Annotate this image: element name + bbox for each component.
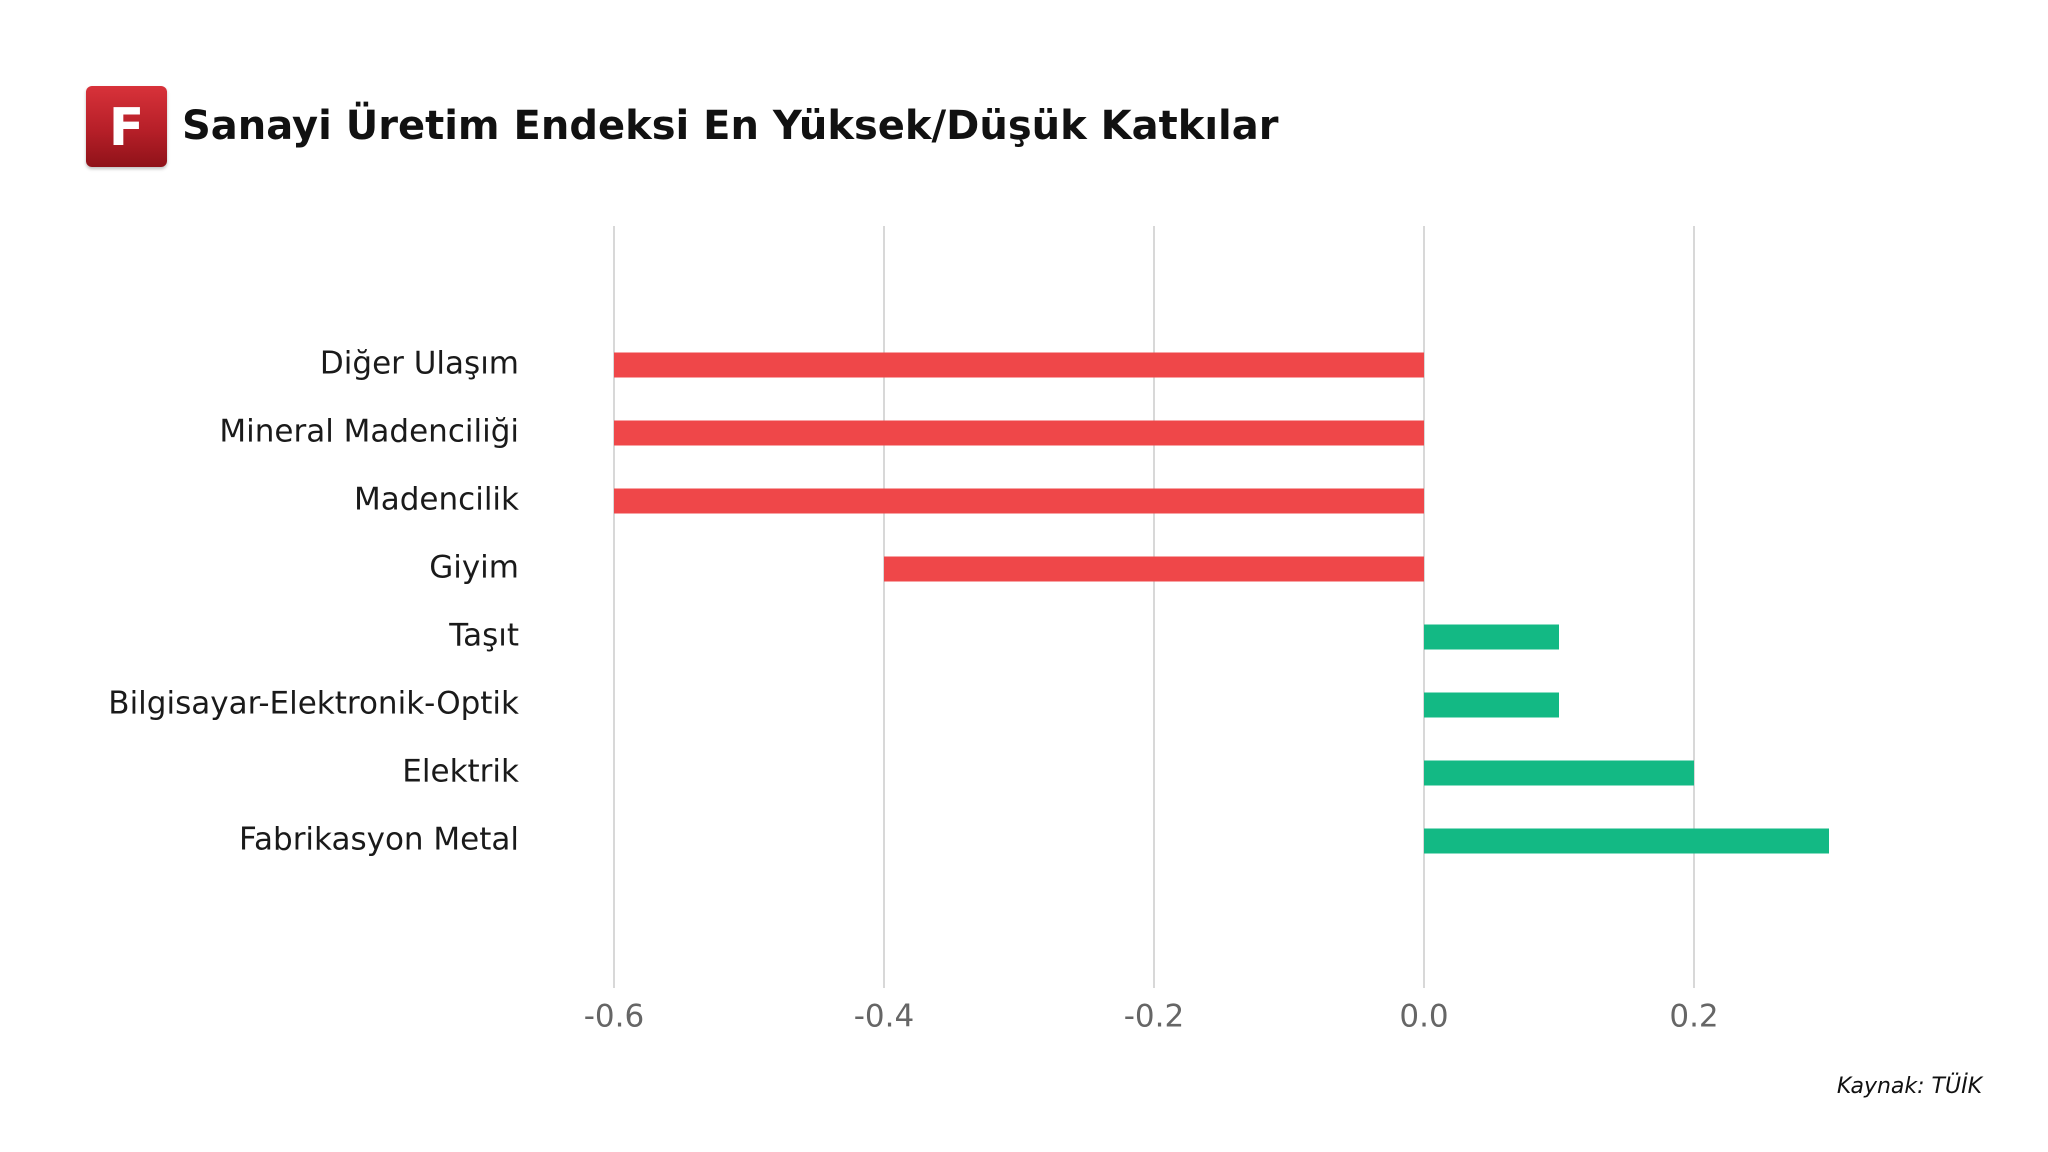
logo-letter: F xyxy=(108,97,145,158)
category-label: Madencilik xyxy=(354,482,519,518)
category-label: Fabrikasyon Metal xyxy=(239,822,519,858)
category-label: Mineral Madenciliği xyxy=(219,414,519,450)
category-label: Giyim xyxy=(429,550,519,586)
bar xyxy=(1424,760,1694,786)
bar xyxy=(1424,692,1559,718)
chart-title: Sanayi Üretim Endeksi En Yüksek/Düşük Ka… xyxy=(182,103,1279,149)
brand-logo: F xyxy=(86,86,167,167)
bar xyxy=(884,556,1424,582)
bar xyxy=(614,420,1424,446)
x-tick-label: 0.0 xyxy=(1399,999,1448,1035)
source-note: Kaynak: TÜİK xyxy=(1836,1074,1982,1099)
category-label: Bilgisayar-Elektronik-Optik xyxy=(108,686,519,722)
x-axis-ticks: -0.6 -0.4 -0.2 0.0 0.2 xyxy=(584,999,1719,1035)
category-label: Taşıt xyxy=(448,618,519,654)
x-tick-label: -0.4 xyxy=(854,999,915,1035)
gridlines xyxy=(613,226,1695,988)
category-labels: Diğer Ulaşım Mineral Madenciliği Madencili… xyxy=(108,346,519,858)
x-tick-label: -0.2 xyxy=(1124,999,1185,1035)
bar xyxy=(1424,828,1829,854)
bar xyxy=(614,488,1424,514)
bars xyxy=(614,352,1829,854)
category-label: Elektrik xyxy=(402,754,519,790)
x-tick-label: -0.6 xyxy=(584,999,645,1035)
x-tick-label: 0.2 xyxy=(1669,999,1718,1035)
bar xyxy=(614,352,1424,378)
category-label: Diğer Ulaşım xyxy=(320,346,519,382)
bar xyxy=(1424,624,1559,650)
